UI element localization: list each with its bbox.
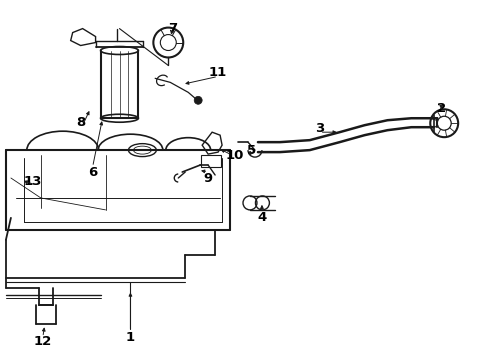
Text: 3: 3 [315, 122, 324, 135]
Text: 11: 11 [209, 66, 227, 79]
Text: 2: 2 [437, 102, 446, 115]
Text: 5: 5 [247, 144, 257, 157]
Text: 1: 1 [126, 331, 135, 344]
Text: 10: 10 [226, 149, 244, 162]
Text: 9: 9 [203, 171, 213, 185]
Text: 12: 12 [34, 335, 52, 348]
Circle shape [194, 96, 202, 104]
Text: 4: 4 [257, 211, 267, 224]
Text: 8: 8 [76, 116, 85, 129]
Text: 6: 6 [88, 166, 97, 179]
Text: 7: 7 [168, 22, 177, 35]
Text: 13: 13 [24, 175, 42, 189]
